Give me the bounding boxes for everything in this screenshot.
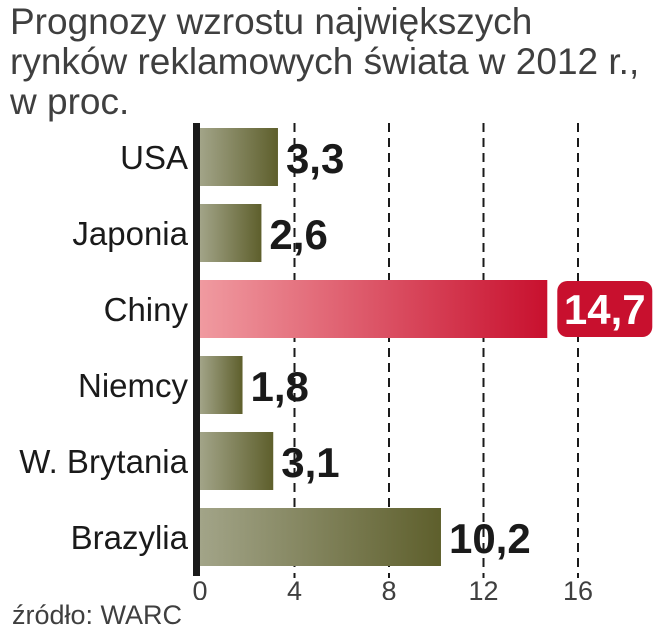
- x-tick-label: 0: [192, 576, 207, 600]
- value-label: 3,1: [281, 439, 339, 486]
- category-label: Chiny: [104, 291, 189, 328]
- bar-w-brytania: [200, 432, 274, 490]
- title-line-3: w proc.: [10, 81, 130, 122]
- x-tick-label: 12: [468, 576, 498, 600]
- category-label: Brazylia: [71, 519, 189, 556]
- bar-japonia: [200, 204, 262, 262]
- bars: [200, 128, 548, 566]
- x-tick-label: 8: [381, 576, 396, 600]
- title-line-1: Prognozy wzrostu największych: [10, 1, 533, 42]
- bar-niemcy: [200, 356, 243, 414]
- bar-chiny: [200, 280, 548, 338]
- value-label: 1,8: [251, 363, 309, 410]
- x-tick-label: 16: [563, 576, 593, 600]
- value-label: 14,7: [564, 286, 646, 333]
- category-label: Japonia: [72, 215, 188, 252]
- bar-chart: 0 4 8 12 16 USA 3,3 Japonia 2,6 Chiny 14,7 Niemcy 1…: [19, 123, 653, 600]
- source-note: źródło: WARC: [12, 600, 183, 630]
- axes: 0 4 8 12 16: [192, 123, 593, 600]
- y-axis: [193, 123, 200, 576]
- bar-brazylia: [200, 508, 441, 566]
- value-label: 10,2: [449, 515, 531, 562]
- labels: USA 3,3 Japonia 2,6 Chiny 14,7 Niemcy 1,8 W. Bry…: [19, 135, 653, 562]
- title-line-2: rynków reklamowych świata w 2012 r.,: [10, 41, 640, 82]
- category-label: W. Brytania: [19, 443, 188, 480]
- grid: [293, 123, 579, 578]
- value-badge: [557, 281, 653, 337]
- chart-title: Prognozy wzrostu największych rynków rek…: [10, 2, 655, 122]
- value-label: 2,6: [269, 211, 327, 258]
- category-label: USA: [120, 139, 188, 176]
- value-label: 3,3: [286, 135, 344, 182]
- category-label: Niemcy: [78, 367, 189, 404]
- x-tick-label: 4: [287, 576, 302, 600]
- bar-usa: [200, 128, 278, 186]
